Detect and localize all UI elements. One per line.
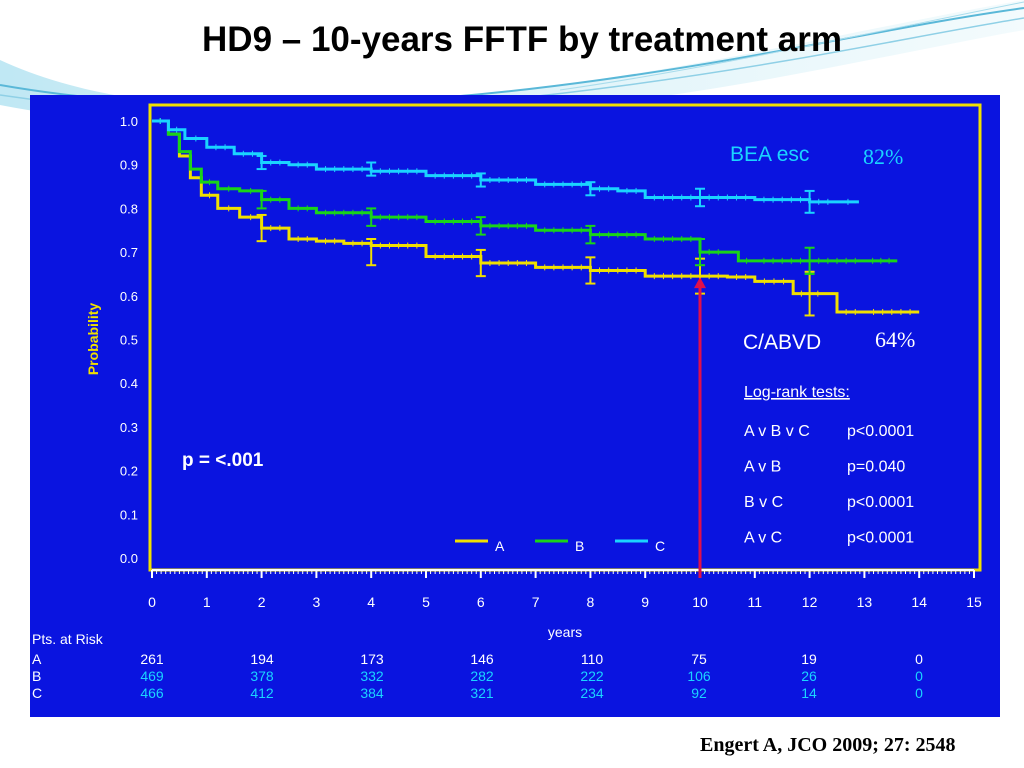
slide-title: HD9 – 10-years FFTF by treatment arm (202, 20, 842, 59)
risk-count: 75 (691, 651, 707, 667)
x-tick-label: 10 (692, 594, 708, 610)
x-tick-label: 7 (532, 594, 540, 610)
logrank-p-value: p<0.0001 (847, 530, 914, 547)
risk-row-arm: C (32, 685, 42, 701)
risk-count: 469 (140, 668, 164, 684)
risk-count: 282 (470, 668, 494, 684)
citation: Engert A, JCO 2009; 27: 2548 (700, 734, 956, 756)
chart-panel: 0.0 0.1 0.2 0.3 0.4 0.5 0.6 0.7 0.8 0.9 1.0 0 1 2 3 4 5 6… (30, 95, 1000, 717)
risk-count: 26 (801, 668, 817, 684)
risk-row-arm: A (32, 651, 42, 667)
x-tick-label: 11 (748, 594, 763, 610)
risk-count: 222 (580, 668, 604, 684)
y-tick-label: 0.6 (120, 289, 138, 304)
x-tick-label: 0 (148, 594, 156, 610)
risk-count: 110 (581, 651, 604, 667)
x-tick-label: 4 (367, 594, 375, 610)
x-tick-label: 2 (258, 594, 266, 610)
y-tick-label: 0.0 (120, 551, 138, 566)
risk-count: 261 (140, 651, 164, 667)
x-tick-label: 14 (911, 594, 927, 610)
logrank-p-value: p<0.0001 (847, 494, 914, 511)
risk-count: 412 (250, 685, 274, 701)
legend-label-B: B (575, 538, 584, 554)
c-abvd-label: C/ABVD (743, 331, 821, 354)
logrank-p-value: p<0.0001 (847, 423, 914, 440)
risk-count: 14 (801, 685, 817, 701)
logrank-comparison: A v B (744, 459, 781, 476)
y-tick-label: 1.0 (120, 114, 138, 129)
risk-count: 384 (360, 685, 384, 701)
risk-count: 194 (250, 651, 274, 667)
x-tick-label: 9 (641, 594, 649, 610)
y-tick-label: 0.3 (120, 420, 138, 435)
legend-label-A: A (495, 538, 505, 554)
x-axis-title: years (548, 624, 582, 640)
risk-count: 378 (250, 668, 274, 684)
risk-row-arm: B (32, 668, 41, 684)
y-tick-label: 0.7 (120, 245, 138, 260)
bea-esc-label: BEA esc (730, 143, 809, 166)
risk-header: Pts. at Risk (32, 633, 104, 647)
x-tick-label: 12 (802, 594, 818, 610)
x-tick-label: 8 (587, 594, 595, 610)
y-tick-label: 0.9 (120, 158, 138, 173)
y-tick-label: 0.1 (120, 507, 138, 522)
x-tick-label: 5 (422, 594, 430, 610)
risk-count: 106 (687, 668, 711, 684)
p-value-overall: p = <.001 (182, 450, 264, 471)
risk-count: 466 (140, 685, 164, 701)
logrank-comparison: B v C (744, 494, 783, 511)
y-tick-label: 0.8 (120, 201, 138, 216)
km-chart: 0.00.10.20.30.40.50.60.70.80.91.00 1 2 3 4 5 6… (85, 103, 982, 640)
logrank-p-value: p=0.040 (847, 459, 905, 476)
x-tick-label: 6 (477, 594, 485, 610)
legend-label-C: C (655, 538, 665, 554)
x-tick-label: 13 (857, 594, 873, 610)
patients-at-risk-table: Pts. at Risk A 261 194 173 146 110 75 19 0 B 469 37… (30, 631, 1000, 713)
y-tick-label: 0.4 (120, 376, 138, 391)
logrank-comparison: A v B v C (744, 423, 810, 440)
x-tick-label: 15 (966, 594, 982, 610)
c-abvd-value: 64% (875, 327, 915, 352)
risk-count: 19 (801, 651, 817, 667)
y-axis-title: Probability (85, 303, 101, 376)
risk-count: 146 (470, 651, 494, 667)
risk-count: 0 (915, 651, 923, 667)
logrank-comparison: A v C (744, 530, 782, 547)
risk-count: 92 (691, 685, 707, 701)
bea-esc-value: 82% (863, 144, 903, 169)
risk-count: 321 (470, 685, 494, 701)
risk-count: 173 (360, 651, 384, 667)
logrank-title: Log-rank tests: (744, 384, 850, 401)
x-tick-label: 1 (203, 594, 211, 610)
red-arrow-head (694, 277, 706, 289)
risk-count: 0 (915, 668, 923, 684)
y-tick-label: 0.5 (120, 333, 138, 348)
y-tick-label: 0.2 (120, 464, 138, 479)
risk-count: 0 (915, 685, 923, 701)
risk-count: 332 (360, 668, 384, 684)
x-tick-label: 3 (313, 594, 321, 610)
risk-count: 234 (580, 685, 604, 701)
